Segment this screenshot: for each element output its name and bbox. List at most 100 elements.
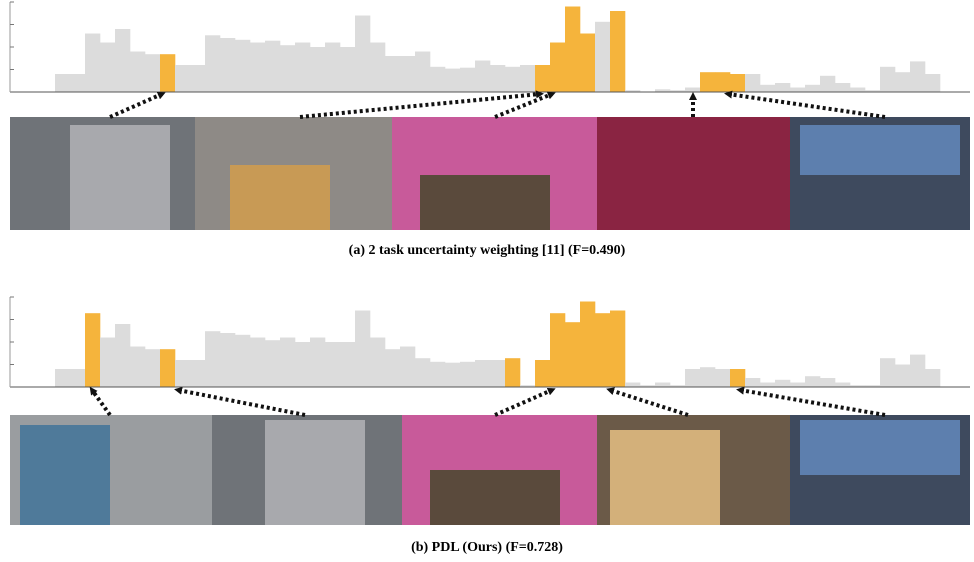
- bar: [475, 60, 491, 92]
- bar: [400, 346, 416, 387]
- bar: [250, 337, 266, 387]
- bar: [355, 15, 371, 92]
- bar: [850, 87, 866, 92]
- bar: [130, 346, 146, 387]
- bar: [715, 369, 731, 387]
- bar: [205, 331, 221, 387]
- bar: [580, 301, 596, 387]
- bar: [190, 360, 206, 387]
- bar: [175, 360, 191, 387]
- bar: [490, 360, 506, 387]
- bar: [745, 378, 761, 387]
- bar: [685, 369, 701, 387]
- bar: [895, 364, 911, 387]
- photo: [597, 117, 790, 230]
- bar: [550, 42, 566, 92]
- arrow: [109, 91, 166, 119]
- bar: [490, 65, 506, 92]
- bar: [340, 47, 356, 92]
- bar: [70, 369, 86, 387]
- bar: [235, 334, 251, 387]
- arrow: [89, 386, 112, 417]
- photo-strip: [10, 117, 970, 230]
- bar: [220, 333, 236, 387]
- bar: [310, 47, 326, 92]
- bar: [625, 90, 641, 92]
- photo-detail: [265, 420, 365, 525]
- bar: [895, 72, 911, 92]
- bar: [550, 313, 566, 387]
- bar: [865, 90, 881, 92]
- bar: [160, 349, 176, 387]
- bar: [100, 42, 116, 92]
- bar: [385, 349, 401, 387]
- bar: [460, 67, 476, 92]
- bar: [265, 340, 281, 387]
- bar: [115, 29, 131, 92]
- bar: [595, 313, 611, 387]
- bar: [685, 87, 701, 92]
- bar: [850, 385, 866, 387]
- bar: [85, 33, 101, 92]
- bar: [715, 72, 731, 92]
- photo-detail: [70, 125, 170, 230]
- caption: (b) PDL (Ours) (F=0.728): [411, 540, 563, 555]
- photo-detail: [230, 165, 330, 230]
- bar: [175, 65, 191, 92]
- bar: [310, 337, 326, 387]
- bar: [670, 90, 686, 92]
- arrow: [299, 90, 544, 119]
- bar: [325, 42, 341, 92]
- arrow: [494, 387, 556, 417]
- bar: [385, 56, 401, 92]
- bar: [250, 42, 266, 92]
- arrow: [724, 90, 886, 119]
- bar: [415, 358, 431, 387]
- bar: [670, 385, 686, 387]
- bar: [70, 74, 86, 92]
- bar: [565, 6, 581, 92]
- bar: [265, 40, 281, 92]
- bar: [775, 83, 791, 92]
- bar: [730, 369, 746, 387]
- bar: [415, 51, 431, 92]
- bar: [295, 342, 311, 387]
- arrow: [494, 91, 556, 119]
- bar: [340, 342, 356, 387]
- photo-detail: [800, 420, 960, 475]
- bar: [355, 310, 371, 387]
- bar: [520, 385, 536, 387]
- bar: [475, 360, 491, 387]
- arrow: [736, 386, 886, 417]
- arrow: [606, 387, 689, 417]
- bar: [430, 361, 446, 387]
- bar: [880, 358, 896, 387]
- bar: [820, 378, 836, 387]
- bar: [115, 324, 131, 387]
- bar: [370, 42, 386, 92]
- bar: [190, 65, 206, 92]
- bar: [925, 369, 941, 387]
- bar: [775, 379, 791, 387]
- bar: [835, 382, 851, 387]
- bar: [790, 87, 806, 92]
- bar: [535, 65, 551, 92]
- bar: [130, 51, 146, 92]
- bar-chart: (a) 2 task uncertainty weighting [11] (F…: [9, 1, 970, 258]
- bar: [700, 367, 716, 387]
- bar: [370, 337, 386, 387]
- bar: [535, 360, 551, 387]
- bar: [100, 337, 116, 387]
- arrows: [109, 90, 886, 119]
- photo-strip: [10, 415, 970, 525]
- bar: [160, 54, 176, 92]
- arrows: [89, 386, 886, 417]
- bar: [280, 337, 296, 387]
- photo-detail: [20, 425, 110, 525]
- bar: [655, 382, 671, 387]
- bar: [505, 66, 521, 92]
- bar: [610, 11, 626, 92]
- photo-detail: [420, 175, 550, 230]
- bar: [805, 84, 821, 92]
